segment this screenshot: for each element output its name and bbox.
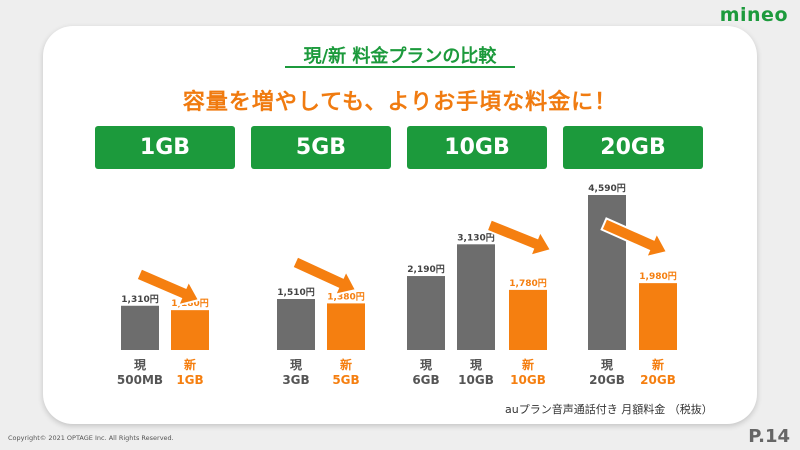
bar-category-label: 新 <box>652 357 664 372</box>
decrease-arrow-icon <box>485 218 553 258</box>
bar-10gb-new-2 <box>509 289 547 350</box>
title-underline <box>285 66 515 68</box>
bar-value-label: 1,180円 <box>171 298 208 309</box>
bar-20gb-new-1 <box>639 283 677 350</box>
bar-capacity-label: 500MB <box>117 373 163 387</box>
page-title: 現/新 料金プランの比較 <box>303 46 497 67</box>
bar-capacity-label: 5GB <box>332 373 359 387</box>
content-card <box>43 26 757 424</box>
bar-capacity-label: 20GB <box>589 373 625 387</box>
plan-header-20gb: 20GB <box>563 126 703 169</box>
bar-category-label: 現 <box>134 358 146 372</box>
bar-capacity-label: 6GB <box>412 373 439 387</box>
bar-10gb-current-1 <box>457 244 495 350</box>
bar-value-label: 1,310円 <box>121 294 158 305</box>
bar-1gb-current-0 <box>121 305 159 350</box>
decrease-arrow-icon-shape <box>291 255 358 297</box>
bar-value-label: 1,510円 <box>277 287 314 298</box>
bar-category-label: 現 <box>290 358 302 372</box>
bar-5gb-current-0 <box>277 299 315 350</box>
bar-category-label: 現 <box>470 358 482 372</box>
decrease-arrow-icon <box>135 267 201 307</box>
plan-header-1gb: 1GB <box>95 126 235 169</box>
plan-header-5gb: 5GB <box>251 126 391 169</box>
bar-capacity-label: 3GB <box>282 373 309 387</box>
copyright-text: Copyright© 2021 OPTAGE Inc. All Rights R… <box>8 434 174 442</box>
bar-value-label: 1,980円 <box>639 271 676 282</box>
mineo-logo: mineo <box>719 4 788 26</box>
bar-category-label: 新 <box>522 357 534 372</box>
decrease-arrow-icon <box>600 217 669 259</box>
decrease-arrow-icon-shape <box>600 217 669 259</box>
bar-value-label: 3,130円 <box>457 232 494 243</box>
plan-header-10gb: 10GB <box>407 126 547 169</box>
bar-capacity-label: 1GB <box>176 373 203 387</box>
bar-category-label: 新 <box>184 357 196 372</box>
bar-5gb-new-1 <box>327 303 365 350</box>
decrease-arrow-icon <box>291 255 358 297</box>
bar-category-label: 新 <box>340 357 352 372</box>
bar-10gb-current-0 <box>407 276 445 350</box>
bar-value-label: 4,590円 <box>588 183 625 194</box>
bar-capacity-label: 10GB <box>458 373 494 387</box>
bar-capacity-label: 10GB <box>510 373 546 387</box>
page-subtitle: 容量を増やしても、よりお手頃な料金に！ <box>182 90 618 115</box>
footnote: auプラン音声通話付き 月額料金 （税抜） <box>505 403 713 416</box>
page-number: P.14 <box>748 426 790 447</box>
bar-category-label: 現 <box>420 358 432 372</box>
bar-value-label: 2,190円 <box>407 264 444 275</box>
decrease-arrow-icon-shape <box>485 218 553 258</box>
decrease-arrow-icon-shape <box>135 267 201 307</box>
bar-value-label: 1,380円 <box>327 291 364 302</box>
bar-category-label: 現 <box>601 358 613 372</box>
bar-value-label: 1,780円 <box>509 278 546 289</box>
bar-1gb-new-1 <box>171 310 209 350</box>
bar-capacity-label: 20GB <box>640 373 676 387</box>
